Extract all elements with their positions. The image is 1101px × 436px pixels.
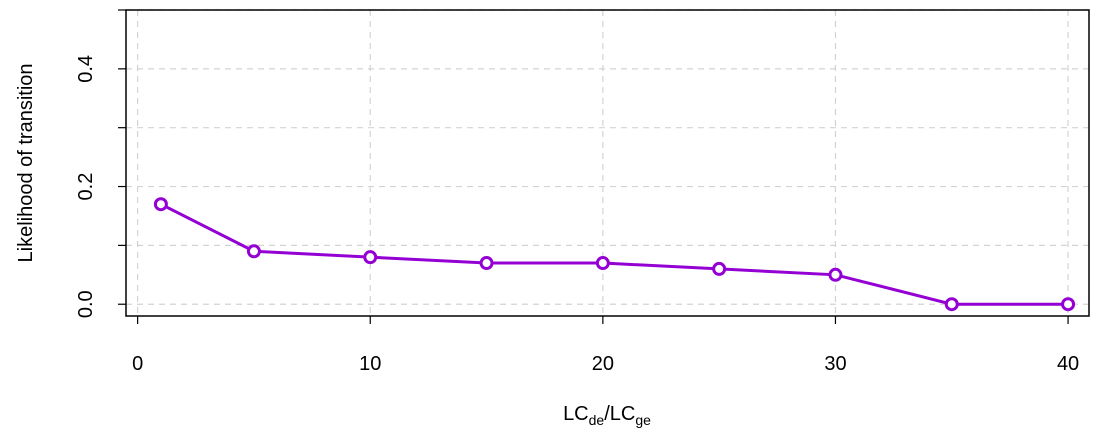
- x-tick-label: 0: [132, 353, 143, 375]
- x-axis-title-sub2: ge: [635, 412, 651, 428]
- y-tick-label: 0.0: [75, 290, 97, 318]
- grid-lines: [126, 9, 1089, 316]
- axis-ticks: 0 10 20 30 40 0.0 0.2 0.4: [75, 9, 1079, 375]
- y-axis-title: Likelihood of transition: [15, 63, 37, 262]
- data-point: [363, 250, 378, 265]
- x-axis-title: LCde/LCge: [563, 403, 651, 428]
- x-tick-label: 40: [1057, 353, 1079, 375]
- x-tick-label: 10: [359, 353, 381, 375]
- data-point: [944, 297, 959, 312]
- x-tick-label: 20: [592, 353, 614, 375]
- data-point: [1061, 297, 1076, 312]
- series-line: [153, 197, 1076, 312]
- data-point: [153, 197, 168, 212]
- x-axis-title-sep: /LC: [604, 403, 635, 425]
- plot-frame: [125, 9, 1090, 317]
- data-point: [595, 256, 610, 271]
- data-point: [712, 261, 727, 276]
- x-tick-label: 30: [824, 353, 846, 375]
- y-tick-label: 0.4: [75, 55, 97, 83]
- x-axis-title-main: LC: [563, 403, 589, 425]
- data-point: [828, 267, 843, 282]
- y-tick-label: 0.2: [75, 173, 97, 201]
- x-axis-title-sub1: de: [589, 412, 605, 428]
- data-point: [479, 256, 494, 271]
- data-point: [246, 244, 261, 259]
- series-polyline: [160, 202, 1069, 306]
